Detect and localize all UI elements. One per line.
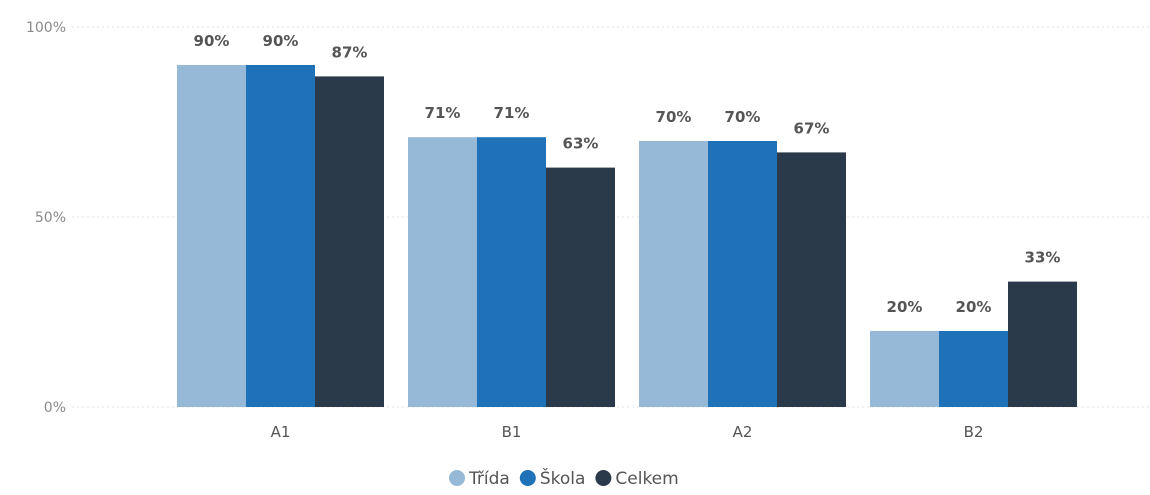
data-labels: 90% 90% 87% 71% 71% 63% 70% 70% 67% 20% 20% 33%: [194, 32, 1061, 316]
legend[interactable]: Třída Škola Celkem: [449, 467, 679, 489]
bar: [1008, 281, 1077, 407]
x-category-label: B1: [502, 423, 522, 441]
data-label: 33%: [1025, 249, 1061, 267]
data-label: 71%: [425, 104, 461, 122]
x-category-label: A2: [733, 423, 753, 441]
y-axis-tick-labels: 0% 50% 100%: [26, 20, 66, 416]
legend-label: Celkem: [615, 469, 678, 489]
legend-item[interactable]: Celkem: [595, 469, 679, 489]
bar: [477, 137, 546, 407]
data-label: 71%: [494, 104, 530, 122]
x-category-label: A1: [271, 423, 291, 441]
x-category-label: B2: [964, 423, 984, 441]
legend-item[interactable]: Třída: [449, 469, 510, 489]
bar: [639, 141, 708, 407]
legend-label: Škola: [540, 467, 586, 489]
y-tick-label: 50%: [35, 210, 66, 226]
data-label: 20%: [956, 298, 992, 316]
legend-marker-icon: [595, 470, 612, 486]
data-label: 90%: [263, 32, 299, 50]
bars: [177, 65, 1077, 408]
legend-marker-icon: [519, 470, 536, 486]
bar: [177, 65, 246, 407]
legend-item[interactable]: Škola: [519, 467, 586, 489]
data-label: 20%: [887, 298, 923, 316]
bar: [546, 167, 615, 407]
bar: [870, 331, 939, 407]
y-tick-label: 100%: [26, 20, 66, 36]
legend-label: Třída: [468, 469, 510, 489]
data-label: 67%: [794, 119, 830, 137]
x-axis-category-labels: A1 B1 A2 B2: [271, 423, 984, 441]
y-tick-label: 0%: [44, 400, 66, 416]
bar: [939, 331, 1008, 407]
legend-marker-icon: [449, 470, 465, 486]
bar: [408, 137, 477, 407]
bar: [246, 65, 315, 407]
bar: [315, 76, 384, 408]
data-label: 87%: [332, 43, 368, 61]
data-label: 90%: [194, 32, 230, 50]
bar: [777, 152, 846, 407]
bar: [708, 141, 777, 407]
data-label: 70%: [656, 108, 692, 126]
data-label: 70%: [725, 108, 761, 126]
data-label: 63%: [563, 135, 599, 153]
